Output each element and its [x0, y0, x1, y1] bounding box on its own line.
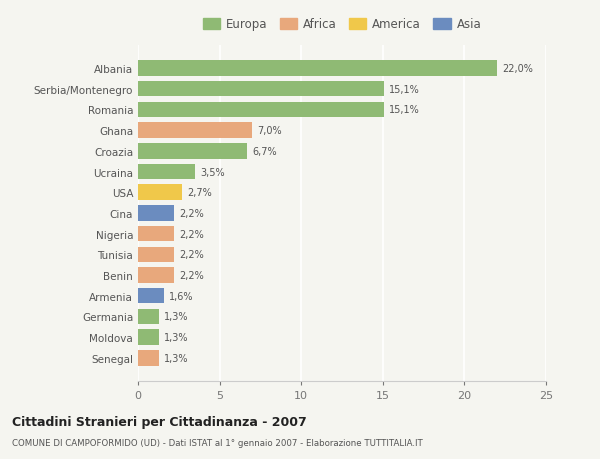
- Text: 2,2%: 2,2%: [179, 208, 203, 218]
- Bar: [138, 226, 174, 242]
- Bar: [138, 309, 159, 325]
- Text: 6,7%: 6,7%: [252, 146, 277, 157]
- Bar: [138, 61, 497, 77]
- Bar: [138, 164, 195, 180]
- Text: 15,1%: 15,1%: [389, 105, 420, 115]
- Bar: [138, 82, 385, 97]
- Bar: [138, 350, 159, 366]
- Text: 2,2%: 2,2%: [179, 270, 203, 280]
- Text: 2,2%: 2,2%: [179, 229, 203, 239]
- Text: 22,0%: 22,0%: [502, 64, 533, 74]
- Bar: [138, 102, 385, 118]
- Text: 1,3%: 1,3%: [164, 353, 188, 363]
- Text: 7,0%: 7,0%: [257, 126, 282, 136]
- Bar: [138, 268, 174, 283]
- Text: 1,3%: 1,3%: [164, 312, 188, 322]
- Text: Cittadini Stranieri per Cittadinanza - 2007: Cittadini Stranieri per Cittadinanza - 2…: [12, 415, 307, 428]
- Bar: [138, 206, 174, 221]
- Text: 1,6%: 1,6%: [169, 291, 194, 301]
- Legend: Europa, Africa, America, Asia: Europa, Africa, America, Asia: [203, 18, 481, 31]
- Bar: [138, 288, 164, 304]
- Text: 2,2%: 2,2%: [179, 250, 203, 260]
- Text: 2,7%: 2,7%: [187, 188, 212, 198]
- Bar: [138, 185, 182, 201]
- Bar: [138, 330, 159, 345]
- Bar: [138, 247, 174, 263]
- Text: 15,1%: 15,1%: [389, 84, 420, 95]
- Bar: [138, 123, 252, 139]
- Text: COMUNE DI CAMPOFORMIDO (UD) - Dati ISTAT al 1° gennaio 2007 - Elaborazione TUTTI: COMUNE DI CAMPOFORMIDO (UD) - Dati ISTAT…: [12, 438, 423, 448]
- Text: 1,3%: 1,3%: [164, 332, 188, 342]
- Text: 3,5%: 3,5%: [200, 167, 224, 177]
- Bar: [138, 144, 247, 159]
